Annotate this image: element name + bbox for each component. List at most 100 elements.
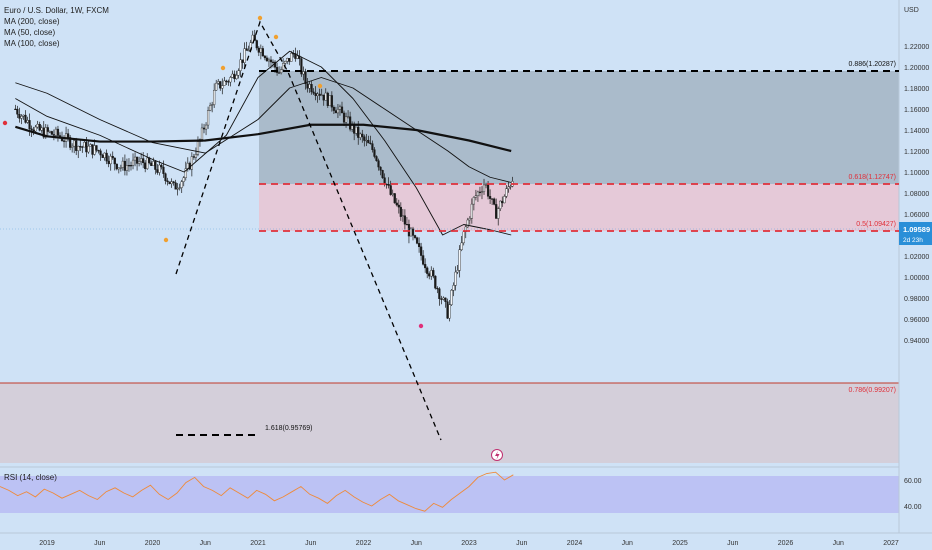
chart-title[interactable]: Euro / U.S. Dollar, 1W, FXCM <box>4 6 109 15</box>
price-axis[interactable]: 1.22000 1.20000 1.18000 1.16000 1.14000 1.120… <box>904 44 929 345</box>
candle-body <box>286 58 289 62</box>
candle-body <box>146 157 149 169</box>
ma100-legend[interactable]: MA (100, close) <box>4 39 60 48</box>
candle-body <box>365 139 368 142</box>
rsi-tick-40: 40.00 <box>904 504 922 511</box>
candle-body <box>261 48 264 57</box>
candle-body <box>18 114 21 119</box>
candle-body <box>310 84 313 93</box>
candle-body <box>484 184 488 186</box>
candle-body <box>154 161 157 170</box>
candle-body <box>495 204 498 219</box>
candle-body <box>438 288 441 300</box>
time-axis-tick: 2020 <box>145 540 161 547</box>
candle-body <box>420 246 423 256</box>
candle-body <box>217 81 220 84</box>
candle-body <box>409 228 413 237</box>
candle-body <box>377 160 380 168</box>
candle-body <box>34 126 37 132</box>
candle-body <box>259 48 262 53</box>
candle-body <box>284 61 287 64</box>
candle-body <box>241 59 244 63</box>
candle-body <box>223 80 226 86</box>
candle-body <box>308 84 311 89</box>
price-axis-tick: 1.20000 <box>904 65 929 72</box>
candle-body <box>269 59 273 63</box>
candle-body <box>109 155 112 165</box>
rsi-tick-60: 60.00 <box>904 478 922 485</box>
candle-body <box>150 162 153 166</box>
candle-body <box>194 154 198 158</box>
candle-body <box>361 133 364 137</box>
candle-body <box>300 58 303 75</box>
time-axis[interactable]: 2019 Jun 2020 Jun 2021 Jun 2022 Jun 2023 Jun 2024 J… <box>39 540 899 547</box>
candle-body <box>50 131 53 135</box>
candle-body <box>411 228 415 236</box>
candle-body <box>503 196 506 204</box>
candle-body <box>245 48 248 51</box>
candle-body <box>355 126 358 134</box>
candle-body <box>46 127 49 132</box>
price-axis-tick: 1.06000 <box>904 212 929 219</box>
price-axis-tick: 1.08000 <box>904 191 929 198</box>
candle-body <box>371 143 374 150</box>
zigzag-path <box>175 20 442 441</box>
candle-body <box>363 136 366 141</box>
candle-body <box>413 235 417 238</box>
candle-body <box>140 158 143 162</box>
candle-body <box>349 116 352 130</box>
candle-body <box>255 40 258 49</box>
candle-body <box>107 160 110 165</box>
candle-body <box>346 116 350 118</box>
candle-body <box>231 73 234 78</box>
candle-body <box>379 166 382 171</box>
candle-body <box>237 70 240 76</box>
candle-body <box>77 146 80 151</box>
candle-body <box>123 160 127 171</box>
time-axis-tick: 2022 <box>356 540 372 547</box>
candle-body <box>16 108 19 115</box>
candle-body <box>344 116 348 123</box>
candle-body <box>26 120 29 123</box>
rsi-legend[interactable]: RSI (14, close) <box>4 473 57 482</box>
candle-body <box>229 77 232 83</box>
time-axis-tick: 2021 <box>250 540 266 547</box>
candle-body <box>164 173 167 182</box>
candle-body <box>176 188 179 190</box>
candle-body <box>93 145 96 155</box>
time-axis-tick: 2019 <box>39 540 55 547</box>
candle-body <box>209 105 212 111</box>
candle-body <box>417 243 421 248</box>
candle-body <box>359 133 362 138</box>
candle-body <box>28 120 31 130</box>
candle-body <box>357 126 360 138</box>
candle-body <box>324 92 327 101</box>
candle-body <box>97 150 100 152</box>
candle-body <box>478 191 482 193</box>
time-axis-tick: 2023 <box>461 540 477 547</box>
price-axis-tick: 0.98000 <box>904 296 929 303</box>
ma50-legend[interactable]: MA (50, close) <box>4 28 56 37</box>
candle-body <box>113 157 116 165</box>
price-axis-tick: 0.96000 <box>904 317 929 324</box>
price-axis-tick: 1.02000 <box>904 254 929 261</box>
candle-body <box>54 128 58 136</box>
candle-body <box>454 271 457 286</box>
candle-body <box>152 161 155 166</box>
lightning-event-icon[interactable] <box>491 449 503 461</box>
candle-body <box>399 206 402 217</box>
ma200-legend[interactable]: MA (200, close) <box>4 17 60 26</box>
candle-body <box>415 237 419 244</box>
candle-body <box>389 185 392 195</box>
candle-body <box>178 187 181 189</box>
fib-zone-0618-05 <box>259 184 899 231</box>
candle-body <box>156 169 159 173</box>
candle-body <box>115 163 118 170</box>
candle-body <box>507 186 510 189</box>
candle-body <box>446 301 449 319</box>
candle-body <box>275 67 279 73</box>
fib-05-label: 0.5(1.09427) <box>856 221 896 228</box>
candle-body <box>257 47 260 53</box>
candle-body <box>280 69 283 73</box>
